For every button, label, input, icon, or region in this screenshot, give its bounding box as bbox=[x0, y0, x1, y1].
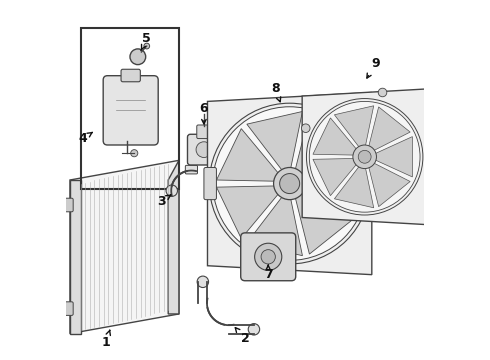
Polygon shape bbox=[70, 180, 81, 334]
Circle shape bbox=[196, 142, 212, 157]
Circle shape bbox=[309, 102, 420, 212]
FancyBboxPatch shape bbox=[197, 125, 211, 139]
Text: 7: 7 bbox=[264, 265, 272, 281]
Circle shape bbox=[255, 243, 282, 270]
Polygon shape bbox=[334, 106, 374, 147]
Circle shape bbox=[378, 88, 387, 97]
Circle shape bbox=[130, 49, 146, 64]
Polygon shape bbox=[217, 129, 278, 181]
Circle shape bbox=[301, 124, 310, 132]
Polygon shape bbox=[334, 167, 374, 208]
Circle shape bbox=[261, 249, 275, 264]
Polygon shape bbox=[295, 193, 354, 254]
Bar bbox=[81, 28, 179, 189]
FancyBboxPatch shape bbox=[204, 167, 217, 200]
Circle shape bbox=[358, 150, 371, 163]
FancyBboxPatch shape bbox=[61, 198, 73, 212]
Polygon shape bbox=[70, 160, 179, 334]
FancyBboxPatch shape bbox=[103, 76, 158, 145]
Polygon shape bbox=[369, 107, 410, 150]
Circle shape bbox=[280, 174, 300, 194]
Text: 5: 5 bbox=[141, 32, 151, 51]
Polygon shape bbox=[302, 89, 427, 225]
Polygon shape bbox=[207, 93, 372, 275]
Polygon shape bbox=[313, 118, 356, 155]
Text: 1: 1 bbox=[101, 330, 110, 349]
Polygon shape bbox=[376, 136, 413, 177]
FancyBboxPatch shape bbox=[121, 69, 140, 82]
Polygon shape bbox=[369, 163, 410, 207]
FancyBboxPatch shape bbox=[185, 165, 197, 174]
Circle shape bbox=[213, 107, 367, 260]
Polygon shape bbox=[247, 112, 302, 170]
Polygon shape bbox=[247, 198, 302, 256]
Circle shape bbox=[131, 150, 138, 157]
FancyBboxPatch shape bbox=[241, 233, 296, 281]
Text: 9: 9 bbox=[367, 57, 380, 78]
Circle shape bbox=[353, 145, 376, 168]
Polygon shape bbox=[305, 155, 357, 212]
Polygon shape bbox=[168, 160, 179, 314]
Circle shape bbox=[197, 276, 209, 288]
Text: 4: 4 bbox=[78, 132, 92, 145]
Text: 2: 2 bbox=[235, 328, 249, 346]
Circle shape bbox=[166, 185, 177, 197]
Polygon shape bbox=[313, 158, 356, 195]
Text: 6: 6 bbox=[199, 102, 208, 124]
Circle shape bbox=[273, 167, 306, 200]
Polygon shape bbox=[217, 186, 278, 239]
FancyBboxPatch shape bbox=[188, 134, 221, 165]
Circle shape bbox=[144, 43, 149, 49]
Circle shape bbox=[248, 324, 260, 335]
Text: 3: 3 bbox=[157, 195, 171, 208]
Text: 8: 8 bbox=[271, 82, 281, 102]
FancyBboxPatch shape bbox=[61, 302, 73, 315]
Polygon shape bbox=[295, 113, 354, 175]
